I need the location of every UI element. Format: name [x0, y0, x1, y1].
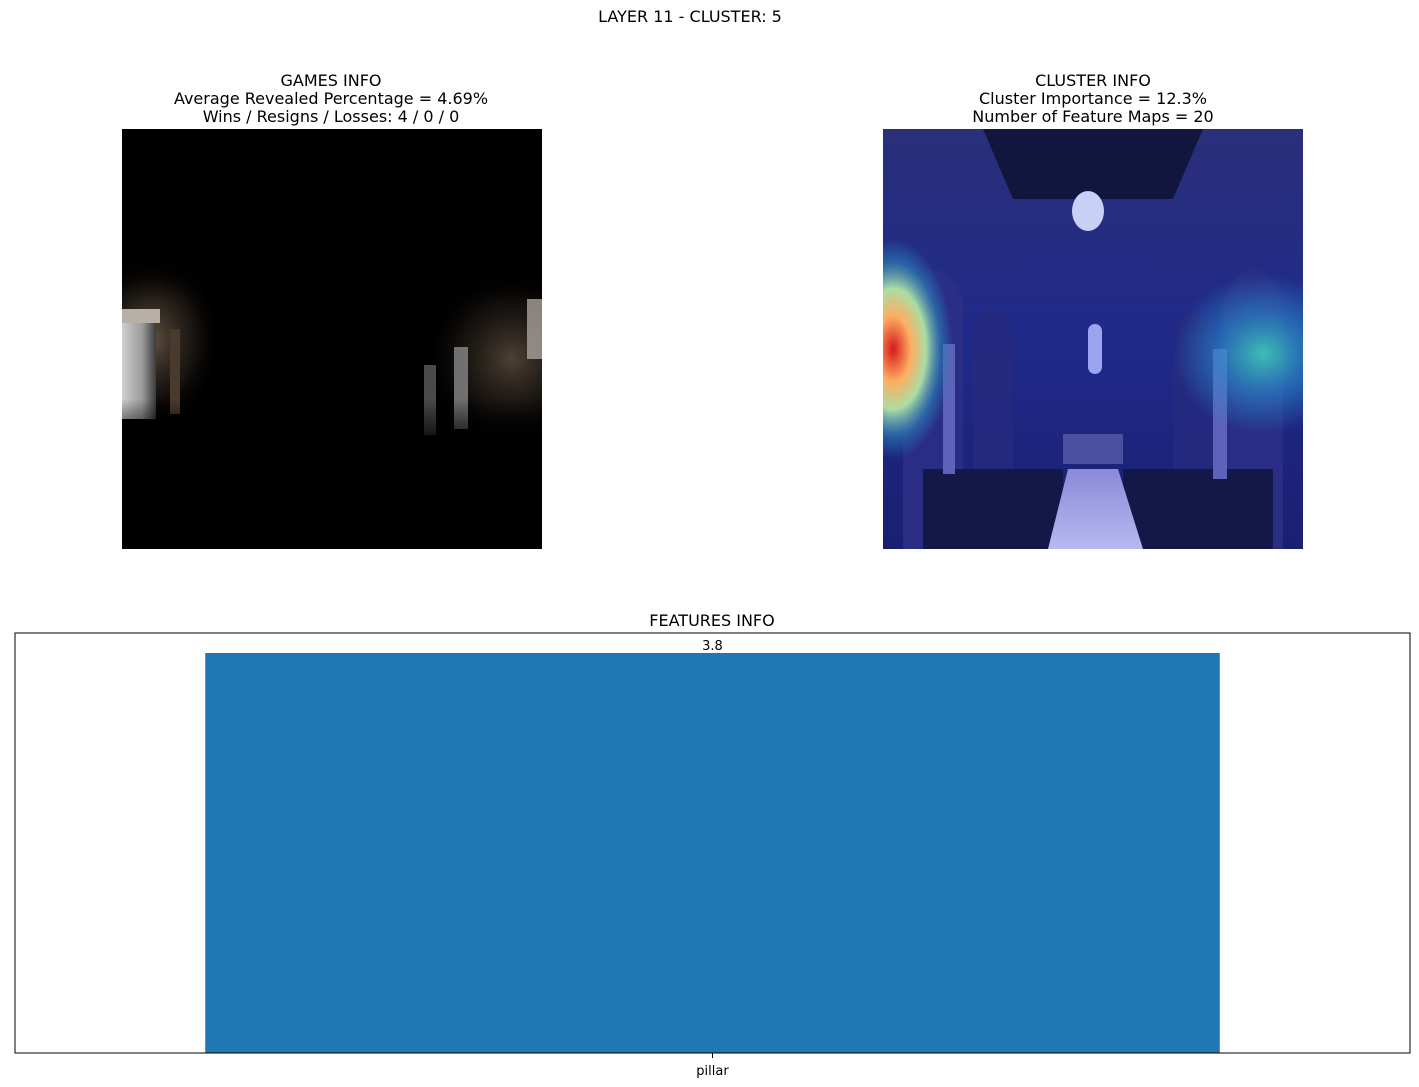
average-revealed-percentage: Average Revealed Percentage = 4.69% — [173, 89, 489, 108]
figure-suptitle: LAYER 11 - CLUSTER: 5 — [598, 7, 782, 26]
bar-value-label: 3.8 — [702, 639, 723, 654]
bars-layer: 3.8 — [205, 639, 1220, 1053]
games-info-title: GAMES INFO — [280, 71, 382, 90]
cluster-info-title-block: CLUSTER INFO Cluster Importance = 12.3% … — [972, 72, 1213, 126]
cluster-info-title: CLUSTER INFO — [1035, 71, 1151, 90]
wins-resigns-losses: Wins / Resigns / Losses: 4 / 0 / 0 — [202, 107, 460, 126]
bar-pillar — [205, 653, 1220, 1053]
chart-title: FEATURES INFO — [649, 611, 775, 630]
ticks-layer: pillar — [696, 1053, 729, 1079]
cluster-heatmap-image-svg — [883, 129, 1303, 549]
cluster-heatmap-image — [883, 129, 1303, 549]
games-info-title-block: GAMES INFO Average Revealed Percentage =… — [174, 72, 488, 126]
cluster-importance: Cluster Importance = 12.3% — [979, 89, 1207, 108]
games-masked-image-svg — [122, 129, 542, 549]
x-tick-label: pillar — [696, 1064, 729, 1079]
games-masked-image — [122, 129, 542, 549]
number-of-feature-maps: Number of Feature Maps = 20 — [972, 107, 1214, 126]
